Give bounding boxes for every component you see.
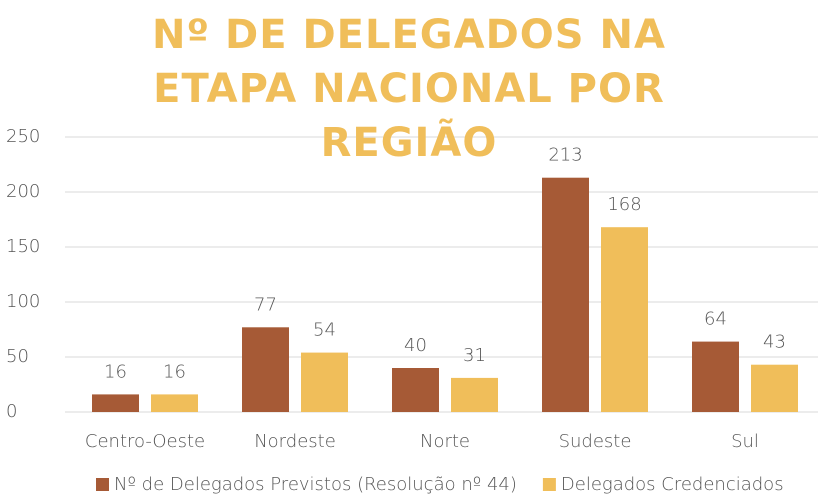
- legend-swatch: [96, 478, 109, 491]
- y-tick-label: 100: [6, 291, 40, 312]
- data-label: 64: [704, 309, 727, 330]
- bar: [542, 177, 589, 412]
- legend-label: Delegados Credenciados: [561, 474, 784, 495]
- chart-title: Nº DE DELEGADOS NA ETAPA NACIONAL POR RE…: [152, 12, 666, 166]
- bar: [242, 327, 289, 412]
- bar: [151, 394, 198, 412]
- legend-swatch: [542, 478, 556, 491]
- x-tick-label: Sul: [731, 431, 759, 452]
- x-tick-label: Sudeste: [559, 431, 632, 452]
- y-tick-label: 150: [6, 236, 40, 257]
- y-tick-label: 200: [6, 181, 40, 202]
- bar: [451, 377, 498, 412]
- data-label: 16: [163, 361, 186, 382]
- data-label: 77: [254, 294, 277, 315]
- data-label: 213: [548, 145, 582, 166]
- x-tick-label: Centro-Oeste: [85, 431, 205, 452]
- x-tick-label: Nordeste: [254, 431, 336, 452]
- bar: [601, 227, 648, 412]
- y-tick-label: 50: [6, 346, 29, 367]
- data-label: 168: [607, 194, 641, 215]
- bar: [92, 394, 139, 412]
- data-label: 16: [104, 361, 127, 382]
- y-tick-label: 0: [6, 401, 17, 422]
- bar: [692, 341, 739, 412]
- bar: [392, 368, 439, 412]
- bar: [751, 364, 798, 412]
- data-label: 54: [313, 320, 336, 341]
- y-tick-label: 250: [6, 126, 40, 147]
- data-label: 31: [463, 345, 486, 366]
- legend-label: Nº de Delegados Previstos (Resolução nº …: [114, 474, 517, 495]
- data-label: 40: [404, 335, 427, 356]
- bar: [301, 352, 348, 412]
- x-tick-label: Norte: [420, 431, 470, 452]
- data-label: 43: [763, 332, 786, 353]
